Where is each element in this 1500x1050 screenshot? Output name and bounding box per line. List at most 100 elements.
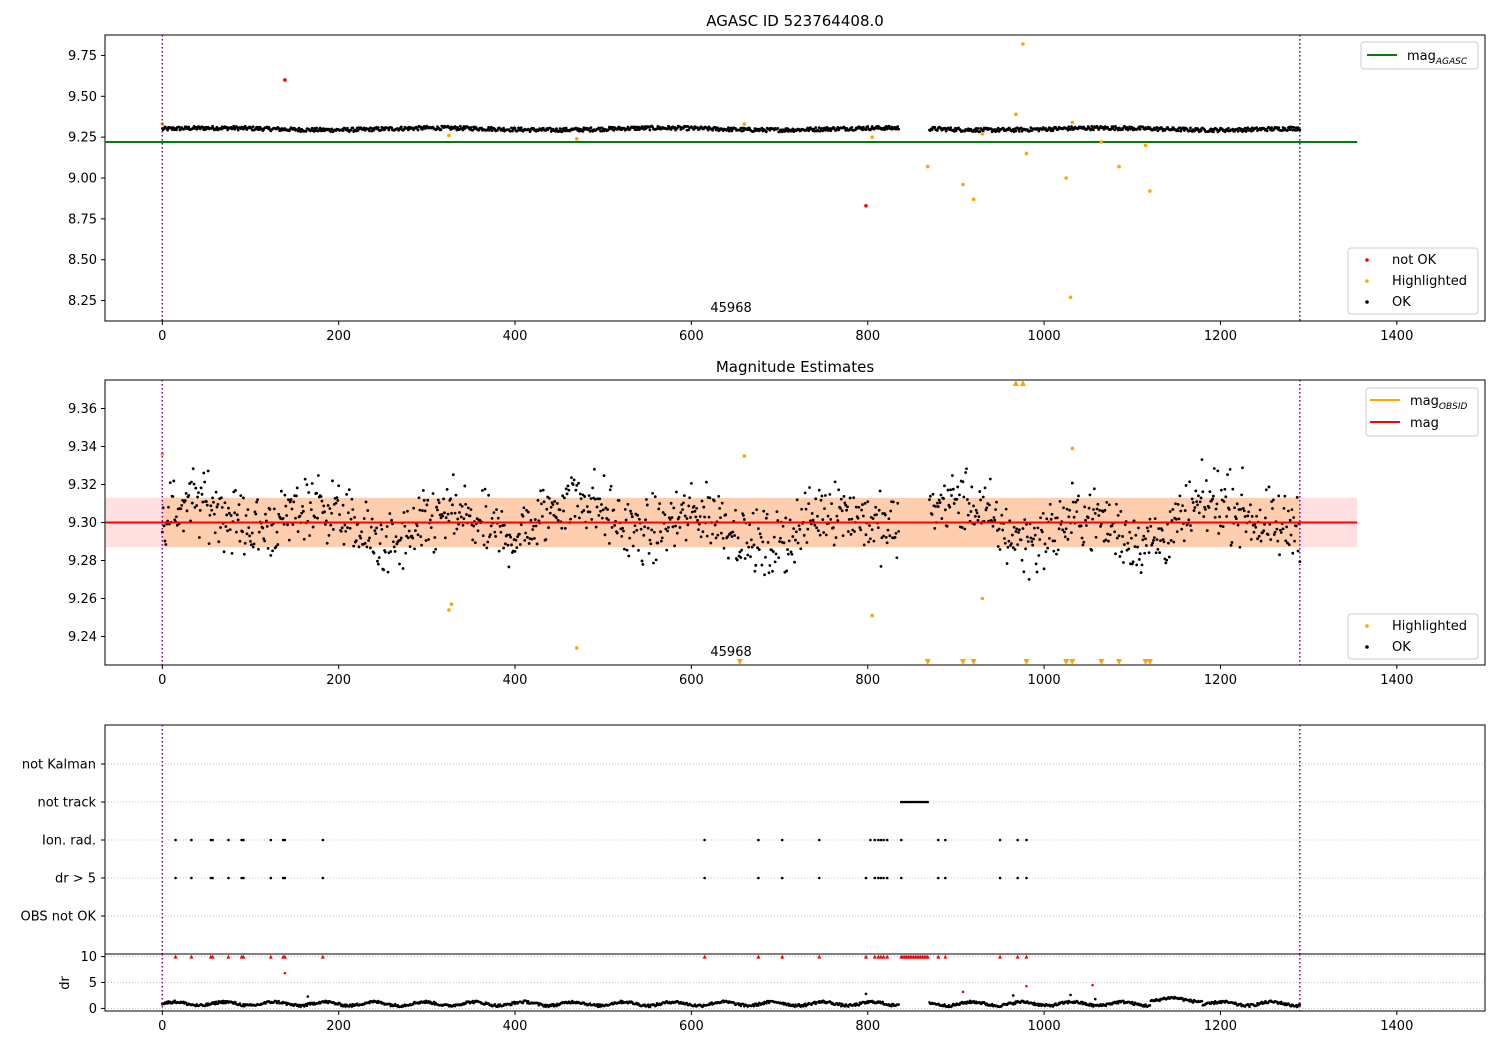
ok-point-2-596 <box>686 523 690 527</box>
ok-point-2-578 <box>670 516 674 519</box>
ok-point-2-3 <box>163 539 167 543</box>
ok-point-2-226 <box>360 530 364 534</box>
dr-large-point-3 <box>1091 983 1094 987</box>
dr-gt-5-point-12 <box>757 876 760 880</box>
ok-point-2-89 <box>239 494 243 498</box>
ok-point-2-1078 <box>1141 538 1145 542</box>
ok-point-2-53 <box>207 542 211 546</box>
ok-point-2-590 <box>681 508 684 512</box>
ok-point-2-958 <box>1035 570 1039 574</box>
ok-point-2-1176 <box>1227 508 1231 511</box>
ok-point-2-681 <box>761 540 765 544</box>
ok-point-2-162 <box>303 477 307 481</box>
ok-point-2-93 <box>242 552 246 556</box>
ok-point-2-967 <box>1043 542 1047 546</box>
ok-point-2-1097 <box>1158 551 1162 555</box>
ok-point-2-13 <box>172 479 176 483</box>
clipped-bottom-marker-6 <box>1069 659 1076 665</box>
ok-point-2-445 <box>553 499 557 503</box>
ok-point-2-161 <box>302 537 306 541</box>
x-tick-label-4-0: 0 <box>158 1019 166 1034</box>
ok-point-2-576 <box>668 518 672 521</box>
dr-ok-point-551 <box>646 1003 650 1006</box>
ok-point-2-985 <box>1059 522 1063 526</box>
ok-point-2-105 <box>253 510 257 514</box>
ok-point-2-626 <box>712 499 716 503</box>
ok-point-2-956 <box>1033 533 1037 537</box>
ok-point-2-1063 <box>1128 530 1132 534</box>
ok-point-2-1135 <box>1191 501 1195 504</box>
ok-point-2-88 <box>238 539 242 543</box>
dr-panel: 0 200 400 600 800 1000 1200 1400 0 5 10 dr <box>58 950 1486 1034</box>
ok-point-2-597 <box>687 504 691 508</box>
flag-label-1: not track <box>37 796 96 811</box>
ok-point-2-306 <box>430 514 434 518</box>
ok-point-2-508 <box>608 488 612 492</box>
highlighted-point-1-5 <box>925 164 930 169</box>
ok-point-2-231 <box>364 500 368 504</box>
ok-point-2-247 <box>378 542 382 545</box>
ok-point-2-719 <box>794 530 798 534</box>
ok-point-2-1249 <box>1292 516 1296 519</box>
ok-point-2-513 <box>613 523 617 527</box>
ok-point-2-881 <box>967 501 971 505</box>
ok-point-2-591 <box>682 501 685 505</box>
ok-point-2-915 <box>997 527 1001 531</box>
ok-point-1-477 <box>581 129 585 133</box>
ok-point-1-715 <box>791 127 795 131</box>
ok-point-1-1118 <box>1176 129 1180 133</box>
ok-point-2-213 <box>348 526 352 530</box>
ok-point-2-167 <box>308 534 311 537</box>
dr-clipped-marker-19 <box>881 954 886 959</box>
ok-point-2-593 <box>683 514 687 518</box>
ok-point-2-240 <box>372 551 376 555</box>
ok-point-2-12 <box>171 495 175 498</box>
x-tick-label-2-400: 400 <box>503 673 528 688</box>
ok-point-2-415 <box>526 510 530 514</box>
ok-point-2-35 <box>191 467 195 471</box>
ok-point-2-1013 <box>1084 518 1087 522</box>
clipped-bottom-marker-9 <box>1142 659 1149 665</box>
ok-point-2-757 <box>828 493 832 496</box>
dr-gt-5-point-25 <box>1016 876 1019 880</box>
ok-point-2-1040 <box>1107 503 1111 507</box>
ok-point-1-222 <box>356 129 360 132</box>
ok-point-2-78 <box>229 514 233 517</box>
dr-clipped-marker-3 <box>210 954 215 959</box>
ok-point-2-941 <box>1020 558 1024 562</box>
ok-point-2-864 <box>952 502 956 505</box>
ok-point-2-892 <box>977 515 981 519</box>
ok-point-2-1245 <box>1288 518 1292 522</box>
ok-point-2-557 <box>652 561 655 565</box>
ok-point-2-189 <box>327 533 331 537</box>
ok-point-2-1066 <box>1130 562 1134 566</box>
ok-point-2-45 <box>200 492 204 496</box>
ok-point-2-725 <box>800 507 804 511</box>
ok-point-2-741 <box>814 497 818 501</box>
ok-point-2-622 <box>709 541 713 545</box>
ok-point-2-522 <box>621 526 625 530</box>
dr-ok-point-27 <box>184 1001 188 1004</box>
ok-point-2-413 <box>525 508 528 512</box>
ok-point-2-758 <box>829 517 833 521</box>
ok-point-2-1184 <box>1234 517 1238 521</box>
ok-point-2-1054 <box>1120 550 1124 554</box>
ok-point-2-820 <box>883 513 887 517</box>
ok-point-2-1028 <box>1097 514 1101 517</box>
ok-point-2-294 <box>420 543 423 547</box>
ok-point-2-363 <box>481 489 484 492</box>
dr-ok-point-727 <box>802 1005 805 1008</box>
ok-point-2-518 <box>617 499 621 502</box>
legend-label-highlighted: Highlighted <box>1392 274 1467 289</box>
ok-point-2-607 <box>696 518 699 522</box>
ok-point-2-734 <box>808 486 811 489</box>
ok-point-2-688 <box>767 571 771 575</box>
dr-gt-5-point-16 <box>873 876 877 880</box>
ok-point-1-1249 <box>1292 125 1296 129</box>
ok-point-2-1171 <box>1223 487 1227 491</box>
dr-gt-5-point-19 <box>882 876 885 880</box>
ok-point-2-373 <box>489 524 493 528</box>
highlighted-point-1-18 <box>1148 189 1152 193</box>
ok-point-2-1100 <box>1160 528 1164 532</box>
dr-gt-5-point-23 <box>944 876 947 880</box>
